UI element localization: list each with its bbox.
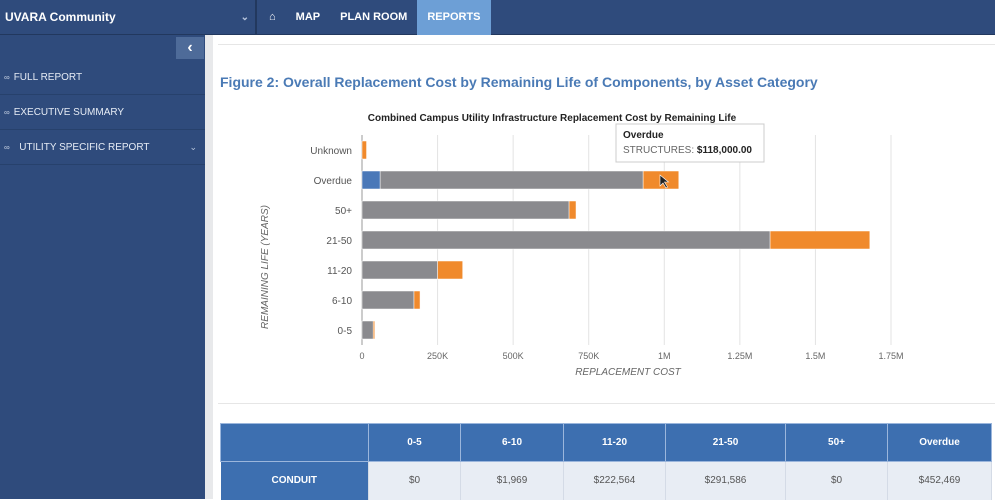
x-tick-label: 1.25M	[727, 351, 752, 361]
main-content: Figure 2: Overall Replacement Cost by Re…	[213, 35, 995, 500]
cost-table: 0-5 6-10 11-20 21-50 50+ Overdue CONDUIT…	[220, 423, 992, 500]
nav-plan-room[interactable]: PLAN ROOM	[340, 11, 408, 23]
divider	[218, 44, 995, 45]
chevron-down-icon: ⌄	[189, 142, 197, 152]
sidebar-item-executive-summary[interactable]: ∞ EXECUTIVE SUMMARY	[0, 95, 205, 130]
x-tick-label: 250K	[427, 351, 448, 361]
bar-segment[interactable]	[361, 320, 374, 340]
x-tick-label: 750K	[578, 351, 599, 361]
home-icon: ⌂	[269, 11, 276, 23]
y-tick-label: 11-20	[327, 266, 352, 277]
sidebar-item-label: EXECUTIVE SUMMARY	[13, 107, 125, 118]
bar-segment[interactable]	[361, 170, 381, 190]
table-cell: $222,564	[563, 461, 666, 500]
table-cell: $0	[368, 461, 461, 500]
chevron-down-icon: ⌄	[240, 12, 249, 23]
x-tick-label: 1.5M	[805, 351, 825, 361]
tooltip-value: $118,000.00	[697, 145, 752, 156]
sidebar-item-label: FULL REPORT	[13, 72, 83, 83]
link-icon: ∞	[4, 73, 10, 82]
bar-chart: Combined Campus Utility Infrastructure R…	[260, 113, 904, 378]
nav-map[interactable]: MAP	[295, 11, 321, 23]
row-label: CONDUIT	[220, 461, 369, 500]
link-icon: ∞	[4, 143, 10, 152]
table-header: Overdue	[887, 423, 992, 462]
table-cell: $1,969	[460, 461, 564, 500]
chevron-left-icon: ‹	[187, 39, 193, 56]
tooltip-title: Overdue	[623, 130, 664, 141]
sidebar-item-label: UTILITY SPECIFIC REPORT	[19, 142, 150, 153]
bar-segment[interactable]	[361, 230, 771, 250]
scroll-gutter	[205, 35, 213, 499]
figure-title: Figure 2: Overall Replacement Cost by Re…	[220, 74, 818, 90]
chart-title: Combined Campus Utility Infrastructure R…	[368, 113, 737, 124]
svg-text:STRUCTURES: $118,000.00: STRUCTURES: $118,000.00	[623, 145, 752, 156]
table-cell: $0	[785, 461, 888, 500]
nav-reports[interactable]: REPORTS	[417, 0, 491, 35]
y-tick-label: Overdue	[314, 176, 353, 187]
app-name: UVARA Community	[5, 10, 116, 24]
nav-home[interactable]: ⌂	[259, 0, 286, 35]
table-header: 0-5	[368, 423, 461, 462]
main-nav: ⌂ MAP PLAN ROOM REPORTS	[259, 0, 491, 35]
link-icon: ∞	[4, 108, 10, 117]
x-tick-label: 500K	[503, 351, 524, 361]
sidebar-item-full-report[interactable]: ∞ FULL REPORT	[0, 60, 205, 95]
table-cell: $291,586	[665, 461, 786, 500]
y-tick-label: 6-10	[332, 296, 352, 307]
table-cell: $452,469	[887, 461, 992, 500]
y-tick-label: Unknown	[310, 146, 352, 157]
table-header: 21-50	[665, 423, 786, 462]
project-selector[interactable]: UVARA Community ⌄	[0, 0, 257, 35]
sidebar: ‹ ∞ FULL REPORT ∞ EXECUTIVE SUMMARY ∞ UTIL…	[0, 35, 205, 499]
table-header: 6-10	[460, 423, 564, 462]
bar-segment[interactable]	[361, 290, 415, 310]
x-tick-label: 1.75M	[878, 351, 903, 361]
table-header-row: 0-5 6-10 11-20 21-50 50+ Overdue	[220, 423, 992, 462]
table-header: 50+	[785, 423, 888, 462]
sidebar-item-utility-specific-report[interactable]: ∞ UTILITY SPECIFIC REPORT ⌄	[0, 130, 205, 165]
bar-segment[interactable]	[413, 290, 421, 310]
bar-segment[interactable]	[379, 170, 644, 190]
tooltip-label: STRUCTURES:	[623, 145, 694, 156]
x-tick-label: 1M	[658, 351, 671, 361]
bar-segment[interactable]	[361, 200, 570, 220]
bar-segment[interactable]	[769, 230, 871, 250]
cursor-icon	[659, 174, 670, 189]
bar-segment[interactable]	[361, 140, 367, 160]
tooltip: Overdue STRUCTURES: $118,000.00	[615, 123, 765, 163]
collapse-sidebar-button[interactable]: ‹	[176, 37, 204, 59]
y-tick-label: 21-50	[326, 236, 352, 247]
bar-segment[interactable]	[372, 320, 375, 340]
y-tick-label: 0-5	[338, 326, 353, 337]
table-header	[220, 423, 369, 462]
x-axis-label: REPLACEMENT COST	[575, 367, 681, 378]
top-bar: UVARA Community ⌄ ⌂ MAP PLAN ROOM REPORTS	[0, 0, 995, 35]
y-tick-label: 50+	[335, 206, 352, 217]
y-axis-label: REMAINING LIFE (YEARS)	[260, 205, 271, 329]
table-header: 11-20	[563, 423, 666, 462]
bar-segment[interactable]	[361, 260, 438, 280]
table-row: CONDUIT $0 $1,969 $222,564 $291,586 $0 $…	[220, 461, 992, 500]
bar-segment[interactable]	[437, 260, 463, 280]
divider	[218, 403, 995, 404]
x-tick-label: 0	[359, 351, 364, 361]
bar-segment[interactable]	[568, 200, 577, 220]
